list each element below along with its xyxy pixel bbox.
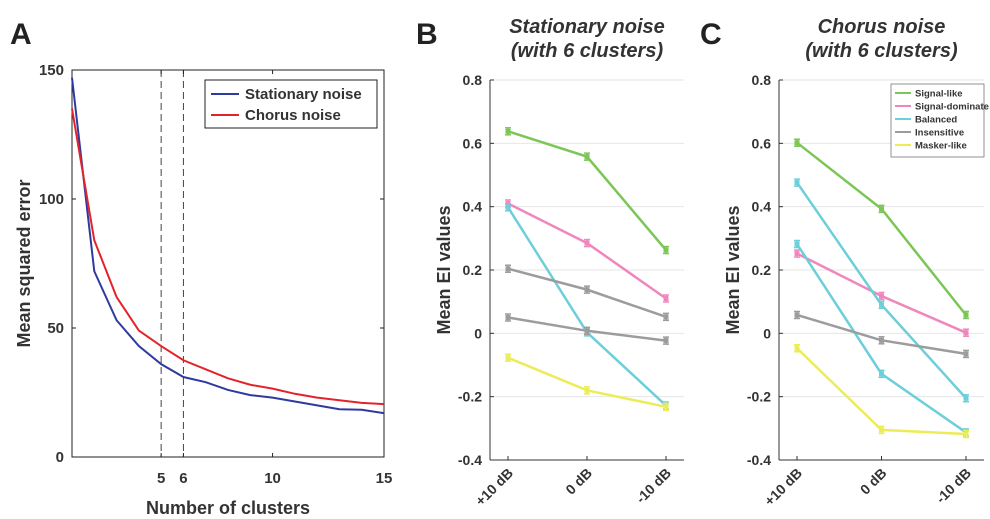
series-line-2 <box>795 181 967 400</box>
data-point <box>663 338 669 344</box>
data-point <box>663 247 669 253</box>
series-line-5 <box>796 347 967 436</box>
panel-b: B Stationary noise(with 6 clusters) -0.4 -… <box>416 16 684 509</box>
chart-title-line: (with 6 clusters) <box>511 40 664 62</box>
x-tick-label: +10 dB <box>761 465 805 509</box>
y-tick-label: 0.8 <box>752 72 772 88</box>
data-point <box>794 251 800 257</box>
legend-label: Stationary noise <box>245 86 362 103</box>
y-tick-label: -0.4 <box>458 452 482 468</box>
chart-title-line: Stationary noise <box>509 16 665 38</box>
data-point <box>663 296 669 301</box>
data-point <box>879 371 884 377</box>
y-tick-label: 0 <box>763 325 771 341</box>
data-point <box>963 330 969 336</box>
data-point <box>505 266 511 272</box>
data-point <box>879 337 884 343</box>
data-point <box>963 351 969 357</box>
x-axis-title: Number of clusters <box>146 498 310 518</box>
series-line-0 <box>507 130 667 251</box>
y-tick-label: -0.4 <box>747 452 771 468</box>
chart-title-line: (with 6 clusters) <box>805 40 958 62</box>
x-tick-label: 15 <box>376 470 393 487</box>
data-point <box>584 387 590 393</box>
y-tick-label: 0.8 <box>463 72 483 88</box>
data-point <box>584 287 590 293</box>
data-point <box>663 314 669 320</box>
panel-letter-c: C <box>700 18 722 51</box>
x-tick-label: 6 <box>179 470 187 487</box>
y-tick-label: 0.2 <box>752 262 772 278</box>
y-axis-title: Mean EI values <box>434 205 454 334</box>
y-tick-label: -0.2 <box>747 389 771 405</box>
x-tick-label: -10 dB <box>633 465 675 507</box>
data-point <box>794 345 800 351</box>
panel-a: A 0 50 100 150 5 6 10 15 Number of clusters Mean … <box>10 18 392 518</box>
legend-label: Masker-like <box>915 141 967 152</box>
y-axis-title: Mean EI values <box>723 205 743 334</box>
legend-label: Chorus noise <box>245 107 341 124</box>
data-point <box>505 204 511 210</box>
data-point <box>879 427 884 433</box>
y-tick-label: 0 <box>474 325 482 341</box>
data-point <box>794 241 800 247</box>
series-line-0 <box>71 77 385 415</box>
legend-label: Balanced <box>915 115 957 126</box>
y-tick-label: 0.6 <box>463 135 483 151</box>
plot-frame <box>71 69 385 458</box>
y-tick-label: 0.6 <box>752 135 772 151</box>
series-line-1 <box>71 108 385 406</box>
legend-box <box>204 79 378 129</box>
y-tick-label: 50 <box>47 320 64 337</box>
y-tick-label: 100 <box>39 191 64 208</box>
data-point <box>963 312 969 318</box>
y-tick-label: 0.2 <box>463 262 483 278</box>
y-tick-label: -0.2 <box>458 389 482 405</box>
y-tick-label: 0.4 <box>463 199 483 215</box>
data-point <box>505 128 511 134</box>
y-tick-label: 0 <box>56 449 64 466</box>
data-point <box>963 431 969 437</box>
legend-label: Insensitive <box>915 128 964 139</box>
x-tick-label: +10 dB <box>472 465 516 509</box>
data-point <box>663 404 669 410</box>
x-tick-label: 0 dB <box>562 465 595 498</box>
data-point <box>794 312 800 318</box>
data-point <box>505 355 511 361</box>
data-point <box>879 206 884 212</box>
data-point <box>963 395 969 401</box>
panel-c: C Chorus noise(with 6 clusters) -0.4 -0.2 0… <box>700 16 989 509</box>
legend-label: Signal-dominate <box>915 102 989 113</box>
panel-letter-b: B <box>416 18 438 51</box>
x-tick-label: 0 dB <box>857 465 890 498</box>
data-point <box>879 293 884 299</box>
data-point <box>505 315 511 320</box>
data-point <box>584 328 590 334</box>
series-line-0 <box>796 141 967 316</box>
data-point <box>794 140 800 146</box>
x-tick-label: 10 <box>264 470 281 487</box>
series-line-2 <box>506 206 667 407</box>
data-point <box>794 180 800 186</box>
y-tick-label: 0.4 <box>752 199 772 215</box>
x-tick-label: 5 <box>157 470 165 487</box>
data-point <box>879 302 884 308</box>
legend-label: Signal-like <box>915 89 963 100</box>
series-line-1 <box>507 202 667 300</box>
chart-title-line: Chorus noise <box>818 16 946 38</box>
y-axis-title: Mean squared error <box>14 179 34 347</box>
x-tick-label: -10 dB <box>933 465 975 507</box>
y-tick-label: 150 <box>39 62 64 79</box>
data-point <box>584 154 590 160</box>
data-point <box>584 240 590 246</box>
panel-letter-a: A <box>10 18 32 51</box>
